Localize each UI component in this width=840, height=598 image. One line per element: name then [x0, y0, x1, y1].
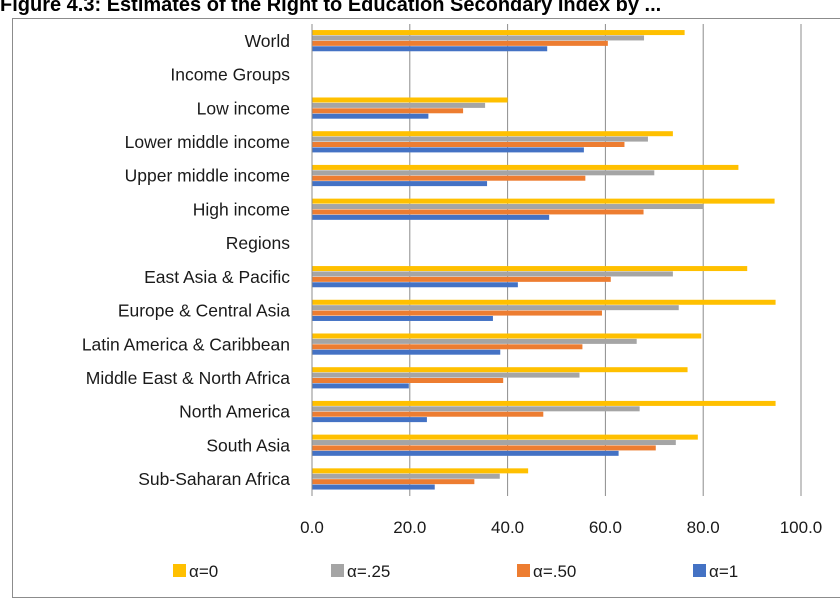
legend-label: α=1	[709, 562, 738, 581]
bar	[312, 97, 508, 103]
bar	[312, 383, 409, 389]
legend: α=0 α=.25 α=.50 α=1	[173, 562, 738, 581]
category-label: Low income	[197, 98, 290, 118]
bar	[312, 175, 586, 181]
bar	[312, 450, 619, 456]
bar	[312, 367, 688, 373]
category-label: World	[245, 31, 290, 51]
legend-label: α=0	[189, 562, 218, 581]
bar	[312, 349, 501, 355]
bar	[312, 108, 464, 114]
tick-label: 100.0	[780, 518, 823, 537]
category-label: Upper middle income	[125, 166, 290, 186]
bar	[312, 266, 748, 272]
legend-swatch	[173, 564, 186, 577]
bar	[312, 468, 529, 474]
bar	[312, 406, 640, 412]
bar	[312, 30, 685, 36]
bar	[312, 170, 655, 176]
bar	[312, 411, 544, 417]
bar	[312, 479, 475, 485]
tick-label: 60.0	[589, 518, 622, 537]
category-label: High income	[193, 199, 290, 219]
bar	[312, 164, 739, 170]
bar	[312, 445, 656, 451]
bar	[312, 400, 776, 406]
bar	[312, 434, 698, 440]
bar	[312, 417, 427, 423]
bar	[312, 46, 548, 52]
category-label: East Asia & Pacific	[144, 267, 290, 287]
bar	[312, 102, 486, 108]
bar	[312, 131, 673, 137]
category-label: North America	[179, 402, 290, 422]
bar	[312, 333, 702, 339]
bar	[312, 276, 611, 282]
tick-label: 20.0	[393, 518, 426, 537]
bar	[312, 440, 676, 446]
category-labels: World Income Groups Low income Lower middle…	[82, 31, 290, 489]
bar	[312, 147, 584, 153]
bar	[312, 204, 704, 210]
bar	[312, 181, 488, 187]
gridlines	[409, 24, 802, 496]
legend-label: α=.25	[347, 562, 390, 581]
tick-label: 40.0	[491, 518, 524, 537]
figure-title: Figure 4.3: Estimates of the Right to Ed…	[0, 0, 662, 16]
tick-labels: 0.0 20.0 40.0 60.0 80.0 100.0	[300, 518, 822, 537]
category-label: Middle East & North Africa	[86, 368, 291, 388]
bar	[312, 35, 645, 41]
bar	[312, 344, 583, 350]
bar	[312, 315, 493, 321]
legend-label: α=.50	[533, 562, 576, 581]
bar	[312, 378, 504, 383]
bar	[312, 271, 673, 277]
bar	[312, 113, 429, 119]
category-label: South Asia	[206, 435, 290, 455]
bar	[312, 305, 679, 311]
bar	[312, 338, 637, 344]
bar	[312, 282, 518, 288]
bar	[312, 310, 602, 316]
bar	[312, 299, 776, 305]
bar	[312, 209, 644, 215]
bar	[312, 214, 550, 220]
category-label: Regions	[226, 233, 290, 253]
legend-swatch	[517, 564, 530, 577]
tick-label: 0.0	[300, 518, 324, 537]
category-label: Income Groups	[170, 65, 290, 85]
legend-swatch	[331, 564, 344, 577]
category-label: Europe & Central Asia	[118, 301, 290, 321]
category-label: Latin America & Caribbean	[82, 334, 290, 354]
bar	[312, 484, 435, 490]
bar	[312, 136, 648, 142]
legend-swatch	[693, 564, 706, 577]
category-label: Sub-Saharan Africa	[138, 469, 290, 489]
bar	[312, 372, 580, 378]
bar	[312, 142, 625, 147]
tick-label: 80.0	[687, 518, 720, 537]
bar	[312, 473, 500, 479]
bar	[312, 198, 775, 204]
bar	[312, 40, 608, 46]
bars	[312, 30, 776, 490]
category-label: Lower middle income	[125, 132, 290, 152]
